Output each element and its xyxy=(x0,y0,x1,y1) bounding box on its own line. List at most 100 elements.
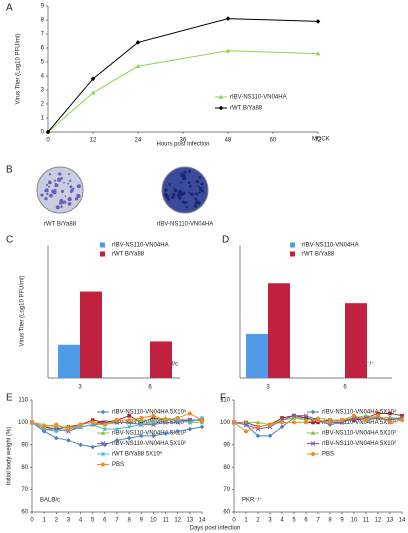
plaque xyxy=(180,172,185,178)
plaque xyxy=(165,194,170,199)
plaque xyxy=(53,179,57,182)
marker xyxy=(175,415,180,420)
y-tick-label: 70 xyxy=(223,487,230,493)
plaque xyxy=(60,189,65,193)
x-tick-label: 14 xyxy=(199,518,206,524)
marker xyxy=(151,433,156,439)
x-tick-label: 2 xyxy=(256,518,260,524)
plaque xyxy=(48,173,52,176)
legend-label: rIBV-NS110-VN04HA 5X10² xyxy=(112,441,186,447)
legend-swatch xyxy=(100,251,105,257)
x-tick-label: 14 xyxy=(399,518,406,524)
x-tick-label: 6 xyxy=(343,385,347,391)
plaque xyxy=(188,184,192,188)
plate xyxy=(36,166,84,214)
plaque xyxy=(164,188,168,192)
x-tick-label: 6 xyxy=(148,385,152,391)
panel-letter: B xyxy=(6,165,13,176)
marker xyxy=(292,420,296,425)
marker xyxy=(139,422,144,427)
marker xyxy=(175,429,181,434)
plaque xyxy=(200,182,204,186)
plaque xyxy=(47,185,51,188)
plaque xyxy=(194,200,199,205)
panel-letter: F xyxy=(220,393,226,404)
y-axis-label: Virus Titer (Log10 PFU/ml) xyxy=(16,34,22,105)
bar xyxy=(58,344,80,378)
annotation: PKR⁻/⁻ xyxy=(242,498,262,504)
plaque xyxy=(182,192,185,194)
plaque xyxy=(198,191,201,194)
marker xyxy=(127,413,131,418)
legend-swatch xyxy=(290,242,295,248)
marker xyxy=(90,76,96,82)
marker xyxy=(127,418,132,423)
y-tick-label: 90 xyxy=(21,442,28,448)
series-line xyxy=(47,18,319,133)
x-tick-label: 3 xyxy=(266,385,270,391)
y-tick-label: 0 xyxy=(41,130,45,136)
marker xyxy=(328,420,332,425)
marker xyxy=(291,415,297,420)
plaque xyxy=(45,183,49,186)
x-tick-label: 9 xyxy=(340,518,344,524)
plaque xyxy=(168,183,172,186)
bar xyxy=(246,333,268,378)
legend-label: PBS xyxy=(322,452,334,458)
marker xyxy=(243,422,249,427)
x-tick-label: 24 xyxy=(135,138,142,144)
x-tick-label: 1 xyxy=(42,518,46,524)
legend-label: rIBV-NS110-VN04HA 5X10⁵ xyxy=(112,409,187,416)
plaque xyxy=(44,196,48,201)
x-tick-label: 7 xyxy=(316,518,320,524)
marker xyxy=(151,420,156,425)
marker xyxy=(163,431,168,436)
marker xyxy=(280,420,284,425)
marker xyxy=(53,435,59,441)
marker xyxy=(218,105,224,111)
y-tick-label: 60 xyxy=(21,510,28,516)
marker xyxy=(90,444,96,450)
plaque xyxy=(49,193,53,198)
x-tick-label: 3 xyxy=(268,518,272,524)
annotation: BALB/c xyxy=(40,498,60,504)
marker xyxy=(225,16,231,21)
marker xyxy=(200,418,204,423)
x-tick-label: 2 xyxy=(55,518,59,524)
marker xyxy=(100,430,106,435)
plaque xyxy=(53,189,57,192)
x-tick-label: 10 xyxy=(351,518,358,524)
marker xyxy=(376,413,380,418)
plaque xyxy=(186,201,188,204)
marker xyxy=(54,422,59,427)
marker xyxy=(327,422,333,427)
plaque xyxy=(69,179,72,182)
x-axis-label: Days post infection xyxy=(190,526,241,532)
marker xyxy=(139,420,144,425)
bar xyxy=(80,291,102,378)
marker xyxy=(225,48,231,53)
plaque xyxy=(40,193,44,197)
x-tick-label: 11 xyxy=(363,518,370,524)
x-tick-label: 12 xyxy=(174,518,181,524)
plaque xyxy=(46,192,49,196)
x-tick-label: 8 xyxy=(328,518,332,524)
marker xyxy=(90,422,95,427)
x-axis-label: Hours post infection xyxy=(156,142,209,148)
plaque xyxy=(76,193,81,199)
marker xyxy=(232,420,236,425)
marker xyxy=(291,413,297,419)
marker xyxy=(388,420,392,425)
plate-label: rIBV-NS110-VN04HA xyxy=(157,222,214,228)
plaque xyxy=(193,204,198,208)
marker xyxy=(255,420,261,425)
x-tick-label: 7 xyxy=(115,518,119,524)
y-tick-label: 60 xyxy=(223,510,230,516)
marker xyxy=(126,435,132,441)
marker xyxy=(151,413,156,418)
plaque xyxy=(200,188,203,191)
marker xyxy=(102,422,107,427)
marker xyxy=(54,429,59,434)
x-tick-label: 0 xyxy=(232,518,236,524)
